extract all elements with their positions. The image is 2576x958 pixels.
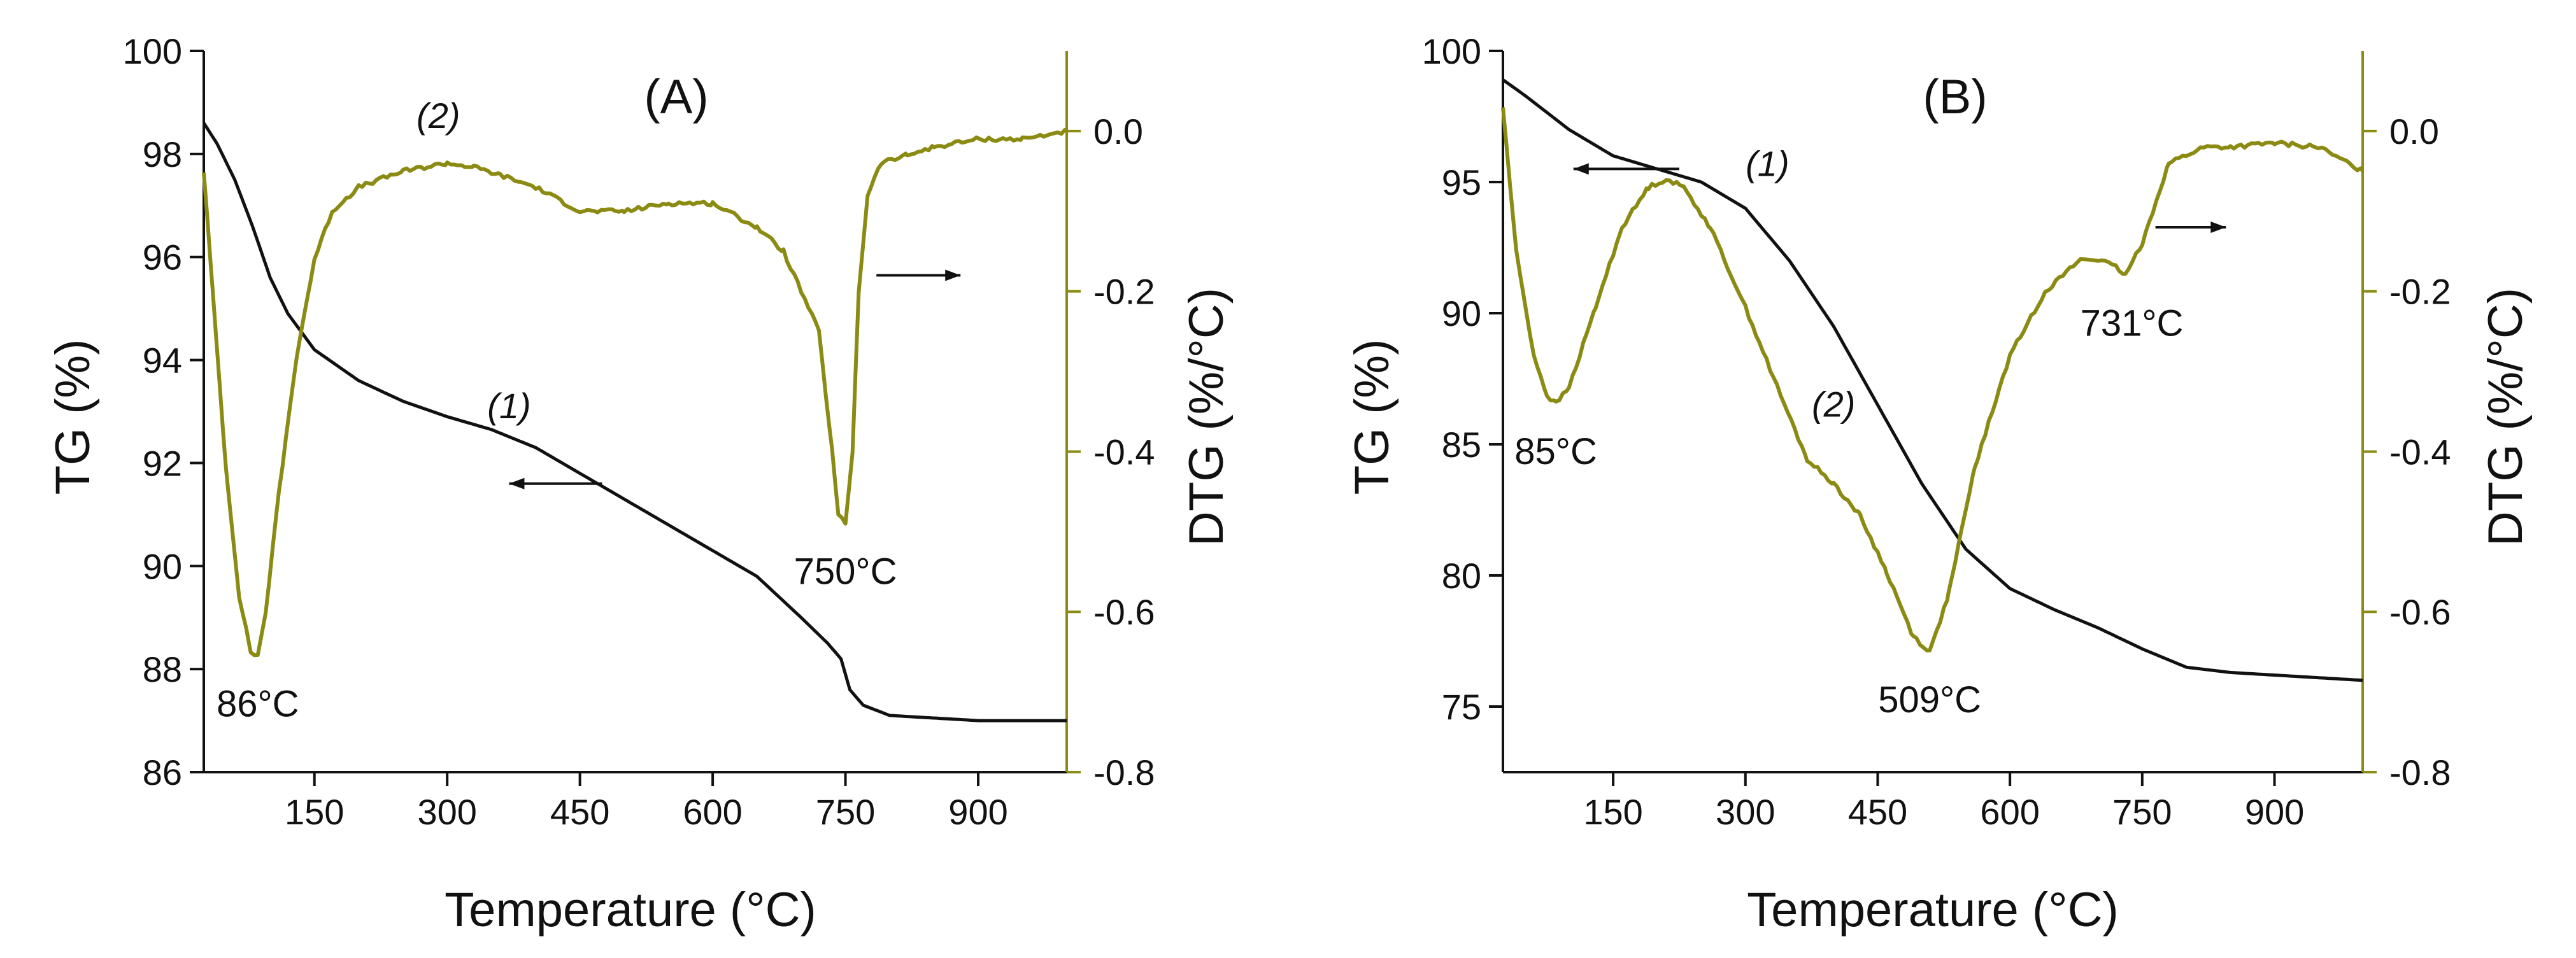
x-tick-label: 300	[1716, 792, 1775, 832]
curve-label: (1)	[487, 386, 530, 426]
right-y-tick-label: -0.6	[1093, 592, 1155, 632]
x-tick-label: 450	[1848, 792, 1907, 832]
panel-b-left-axis-title: TG (%)	[1345, 339, 1399, 495]
right-y-tick-label: -0.2	[2389, 272, 2451, 312]
dtg-curve	[202, 127, 1068, 658]
x-tick-label: 900	[2245, 792, 2304, 832]
x-tick-label: 450	[550, 792, 609, 832]
x-tick-label: 150	[285, 792, 344, 832]
left-y-tick-label: 94	[143, 341, 182, 381]
right-y-tick-label: 0.0	[2389, 111, 2439, 151]
left-y-tick-label: 86	[143, 752, 182, 792]
left-y-tick-label: 92	[143, 443, 182, 483]
curve-label: (1)	[1746, 144, 1789, 184]
curve-label: (2)	[416, 95, 460, 136]
right-y-tick-label: 0.0	[1093, 111, 1143, 151]
tg-curve	[202, 122, 1067, 722]
panel-b: (B) Temperature (°C) TG (%) DTG (%/°C)	[1345, 70, 2533, 937]
curve-label: (2)	[1812, 384, 1855, 424]
dtg-curve	[1501, 107, 2365, 652]
right-y-tick-label: -0.6	[2389, 592, 2451, 632]
axis-arrow-head	[945, 269, 961, 281]
tg-curve	[1502, 78, 2363, 682]
left-y-tick-label: 80	[1442, 556, 1481, 596]
x-tick-label: 600	[683, 792, 742, 832]
axis-arrow-head	[2210, 221, 2226, 233]
panel-b-right-axis-title: DTG (%/°C)	[2479, 288, 2533, 546]
left-y-tick-label: 96	[143, 237, 182, 278]
panel-a-label: (A)	[644, 70, 708, 124]
right-y-tick-label: -0.2	[1093, 272, 1155, 312]
left-y-tick-label: 100	[123, 31, 182, 71]
peak-temperature-label: 509°C	[1878, 679, 1981, 721]
axis-arrow-head	[1573, 163, 1589, 175]
right-y-tick-label: -0.8	[1093, 752, 1155, 792]
panel-a-right-axis-title: DTG (%/°C)	[1179, 288, 1234, 546]
right-y-tick-label: -0.4	[2389, 432, 2451, 472]
left-y-tick-label: 75	[1442, 687, 1481, 727]
peak-temperature-label: 750°C	[794, 551, 897, 593]
left-y-tick-label: 90	[1442, 293, 1481, 334]
left-y-tick-label: 98	[143, 134, 182, 174]
panel-a-x-axis-title: Temperature (°C)	[445, 883, 816, 937]
plot-b: 150 300 450 600 750 900 75 80 85 90 95 100 -0.8 -0.6 -…	[1422, 31, 2451, 832]
x-tick-label: 300	[417, 792, 476, 832]
x-tick-label: 600	[1980, 792, 2039, 832]
left-y-tick-label: 85	[1442, 425, 1481, 465]
x-tick-label: 750	[2112, 792, 2172, 832]
peak-temperature-label: 86°C	[217, 683, 299, 724]
panel-a-left-axis-title: TG (%)	[46, 339, 100, 495]
left-y-tick-label: 100	[1422, 31, 1481, 71]
x-tick-label: 900	[948, 792, 1007, 832]
panel-a: (A) Temperature (°C) TG (%) DTG (%/°C)	[46, 70, 1234, 937]
x-tick-label: 150	[1583, 792, 1642, 832]
axis-arrow-head	[509, 477, 525, 490]
peak-temperature-label: 85°C	[1514, 431, 1597, 472]
left-y-tick-label: 90	[143, 546, 182, 586]
right-y-tick-label: -0.4	[1093, 432, 1155, 472]
panel-b-label: (B)	[1923, 70, 1987, 124]
left-y-tick-label: 95	[1442, 162, 1481, 202]
x-tick-label: 750	[816, 792, 875, 832]
left-y-tick-label: 88	[143, 649, 182, 689]
panel-b-x-axis-title: Temperature (°C)	[1747, 883, 2119, 937]
peak-temperature-label: 731°C	[2081, 302, 2184, 344]
right-y-tick-label: -0.8	[2389, 752, 2451, 792]
plot-a: 150 300 450 600 750 900 86 88 90 92 94 96 98 100 -0.8 -…	[123, 31, 1155, 832]
